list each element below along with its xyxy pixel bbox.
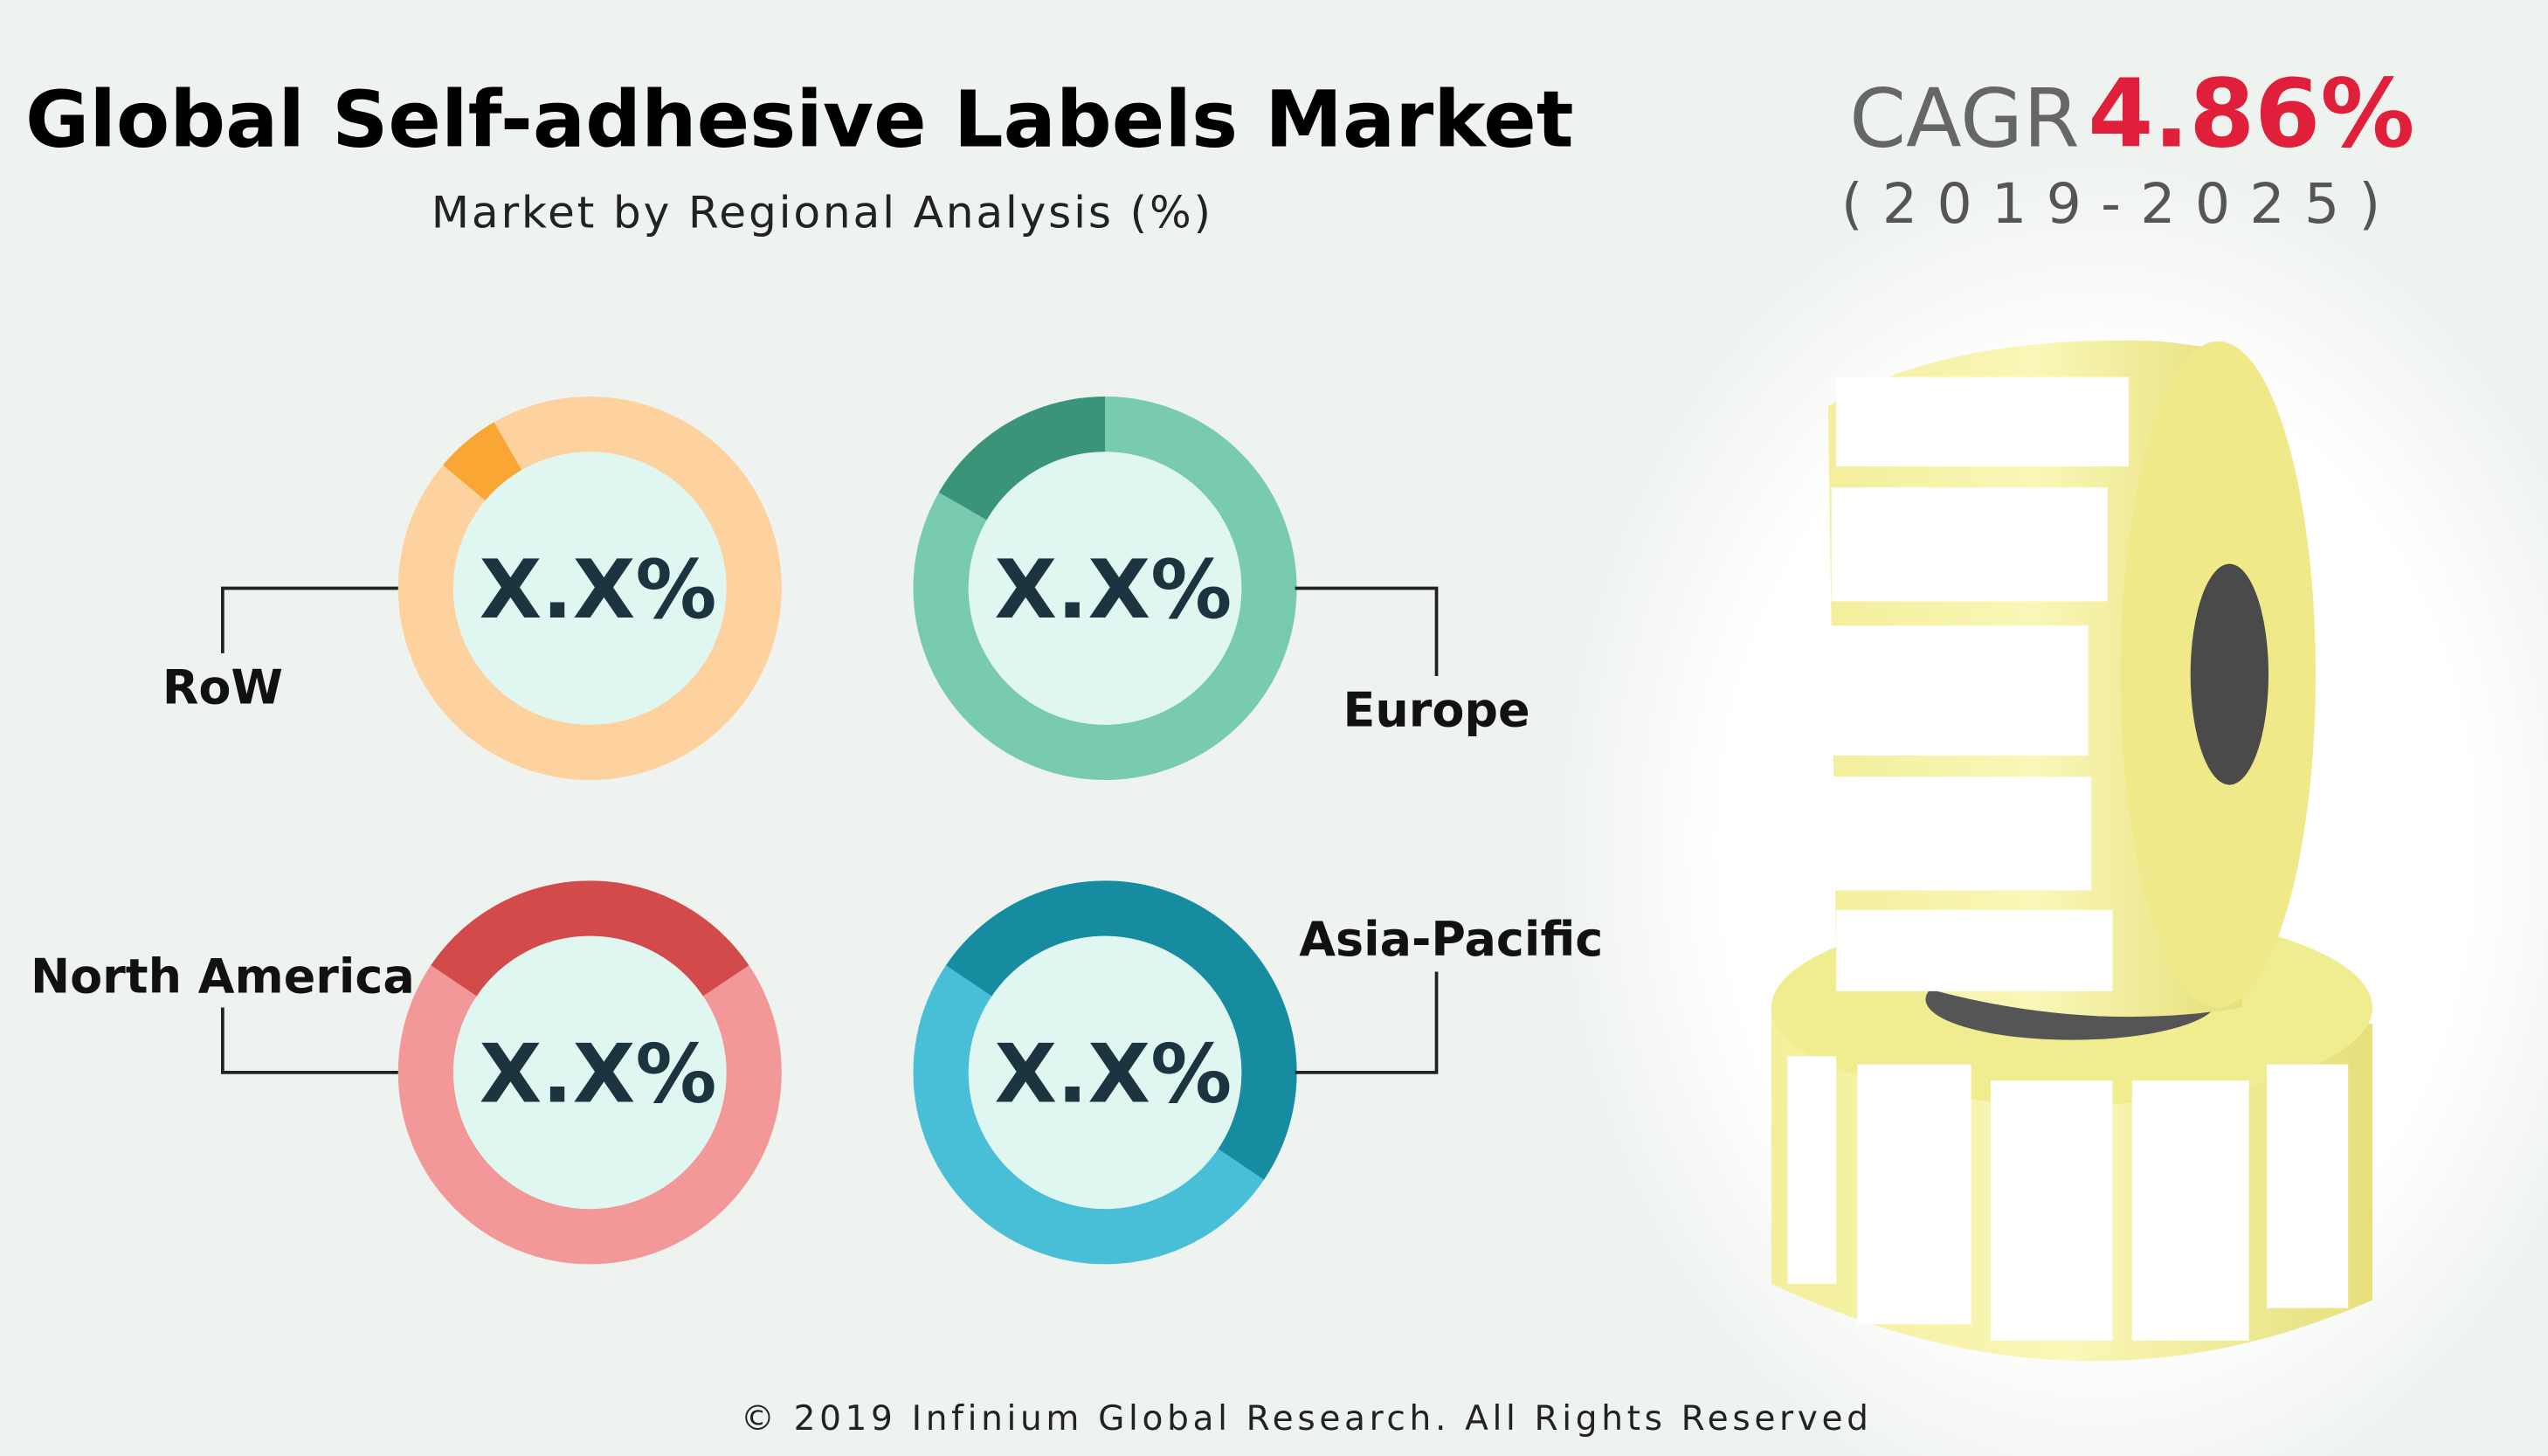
connector (1295, 586, 1439, 676)
cagr-label: CAGR (1849, 72, 2080, 166)
donut-accent (443, 422, 522, 501)
title: Global Self-adhesive Labels Market (25, 75, 1573, 166)
region-value: X.X% (480, 1026, 717, 1121)
donut-accent (946, 880, 1297, 1180)
region-label: Europe (1343, 683, 1529, 738)
connector (221, 1007, 398, 1074)
donut-center (968, 452, 1242, 725)
region-value: X.X% (480, 542, 717, 637)
cagr-value: 4.86% (2088, 60, 2414, 169)
region-label: Asia-Pacific (1299, 912, 1603, 967)
region-value: X.X% (994, 542, 1232, 637)
region-label: RoW (162, 660, 283, 715)
cagr: CAGR 4.86% (1849, 60, 2414, 169)
cagr-period: (2019-2025) (1841, 171, 2400, 236)
donut-center (968, 935, 1242, 1210)
subtitle: Market by Regional Analysis (%) (432, 187, 1213, 238)
donut-center (453, 452, 727, 725)
connector (221, 586, 398, 653)
donut-accent (431, 880, 749, 997)
connector (1295, 971, 1439, 1074)
donut-ring (397, 396, 782, 781)
donut-center (453, 935, 727, 1210)
region-value: X.X% (994, 1026, 1232, 1121)
donuts: X.X% X.X% X.X% X.X% (397, 396, 1297, 1265)
region-label: North America (31, 949, 415, 1004)
label-rolls (1771, 340, 2373, 1362)
footer: © 2019 Infinium Global Research. All Rig… (741, 1399, 1873, 1439)
donut-accent (938, 396, 1106, 521)
